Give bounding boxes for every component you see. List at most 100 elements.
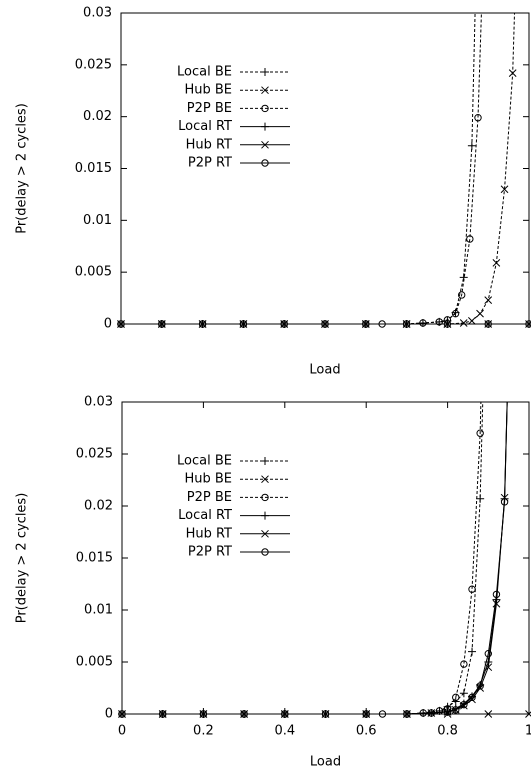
x-axis-label: Load: [309, 363, 340, 378]
legend-marker: [261, 457, 269, 465]
y-tick-label: 0.015: [76, 551, 113, 566]
data-point: [321, 320, 329, 328]
data-point: [468, 695, 476, 704]
data-point: [468, 693, 476, 701]
data-point: [484, 190, 492, 198]
legend-label: Local BE: [177, 454, 232, 469]
data-point: [525, 710, 531, 718]
y-tick-label: 0: [105, 707, 113, 722]
data-point: [435, 707, 444, 715]
y-tick-label: 0.005: [75, 265, 112, 280]
data-point: [443, 708, 452, 716]
legend-label: P2P RT: [188, 545, 232, 560]
y-axis-label: Pr(delay > 2 cycles): [15, 493, 30, 624]
series-line: [122, 402, 508, 715]
plot-frame: [121, 401, 530, 715]
data-point: [466, 235, 474, 243]
x-tick-label: 1: [525, 724, 531, 739]
data-point: [492, 590, 501, 599]
data-point: [427, 709, 436, 717]
legend-label: Hub RT: [186, 137, 232, 152]
data-point: [525, 320, 531, 328]
data-point: [484, 296, 493, 305]
y-tick-label: 0.02: [84, 499, 113, 514]
plot: 0 0.005 0.01 0.015 0.02 0.025 0.03 0 0.2 0.4 0.6 0.…: [15, 87, 531, 770]
data-point: [158, 320, 166, 328]
data-point: [459, 689, 468, 698]
legend-label: Hub RT: [186, 526, 232, 541]
data-point: [467, 141, 476, 150]
data-point: [510, 191, 516, 197]
y-tick-label: 0.015: [75, 161, 112, 176]
data-point: [476, 684, 485, 692]
data-point: [457, 291, 466, 299]
data-point: [419, 319, 427, 327]
data-point: [508, 69, 517, 77]
data-point: [239, 320, 248, 328]
legend-marker: [261, 529, 269, 538]
data-point: [362, 710, 370, 718]
data-point: [198, 320, 207, 328]
data-point: [476, 494, 485, 503]
legend-marker: [261, 122, 269, 131]
legend-marker: [261, 68, 269, 76]
data-point: [460, 701, 468, 710]
x-tick-label: 0.4: [274, 724, 295, 739]
legend-label: P2P BE: [187, 490, 232, 505]
legend-label: Local RT: [178, 119, 232, 134]
data-point: [476, 309, 484, 318]
legend-marker: [261, 493, 269, 502]
series-line: [121, 13, 482, 325]
plot-area: [117, 13, 531, 328]
plot: 0 0.005 0.01 0.015 0.02 0.025 0.03 Load Pr(delay…: [15, 6, 531, 378]
legend-label: P2P BE: [187, 101, 232, 116]
data-point: [509, 190, 517, 198]
legend-marker: [261, 548, 269, 556]
x-tick-label: 0.8: [437, 724, 458, 739]
data-point: [460, 660, 468, 668]
legend-marker: [261, 159, 269, 167]
y-tick-label: 0.025: [75, 57, 112, 72]
data-point: [468, 585, 476, 593]
legend-marker: [261, 86, 269, 95]
y-tick-label: 0.02: [83, 109, 112, 124]
legend-label: Local BE: [177, 65, 232, 80]
data-point: [484, 650, 493, 658]
legend-label: Hub BE: [184, 83, 232, 98]
legend-label: Local RT: [178, 508, 232, 523]
data-point: [492, 258, 501, 267]
y-axis-label: Pr(delay > 2 cycles): [15, 103, 30, 234]
data-point: [118, 710, 126, 718]
series-line: [121, 13, 516, 325]
data-point: [321, 710, 330, 718]
data-point: [452, 706, 460, 714]
data-point: [280, 320, 288, 328]
legend-marker: [261, 475, 269, 484]
data-point: [476, 429, 484, 437]
y-tick-label: 0.01: [84, 603, 113, 618]
data-point: [492, 599, 501, 608]
data-point: [403, 710, 411, 718]
y-tick-label: 0.01: [83, 213, 112, 228]
plot-frame: [120, 12, 530, 325]
data-point: [451, 310, 460, 318]
data-point: [484, 320, 492, 328]
data-point: [485, 87, 491, 93]
data-point: [402, 320, 411, 328]
data-point: [452, 693, 460, 701]
data-point: [362, 320, 370, 328]
x-tick-label: 0: [118, 724, 126, 739]
x-tick-label: 0.2: [193, 724, 214, 739]
data-point: [500, 498, 509, 506]
legend-marker: [261, 104, 269, 113]
legend-marker: [261, 140, 269, 149]
data-point: [509, 191, 516, 198]
legend-label: Hub BE: [184, 472, 232, 487]
data-point: [117, 320, 125, 328]
data-point: [476, 682, 484, 690]
data-point: [159, 710, 167, 718]
data-point: [500, 185, 509, 194]
y-tick-label: 0.005: [76, 655, 113, 670]
data-point: [459, 319, 468, 327]
